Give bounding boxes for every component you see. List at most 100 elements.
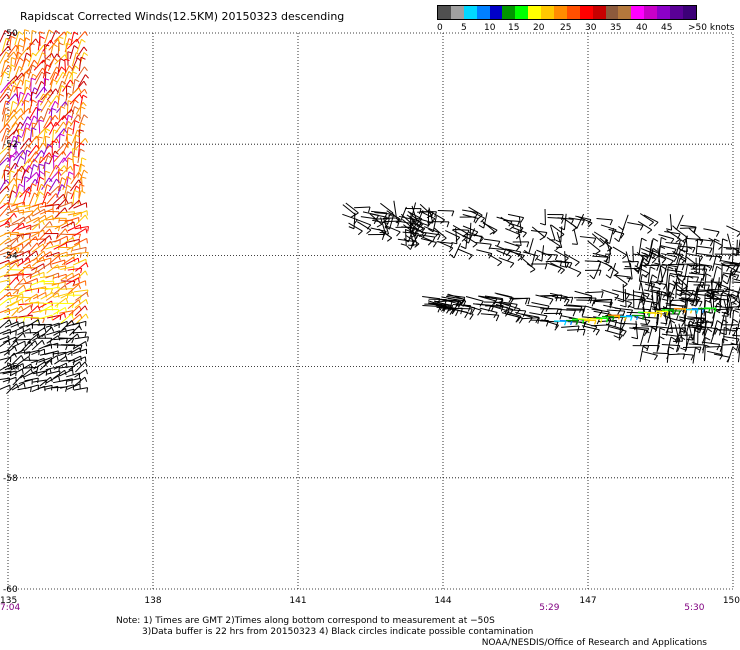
wind-barb-flag bbox=[605, 274, 611, 279]
wind-barb-flag bbox=[478, 224, 484, 229]
wind-barb-flag bbox=[7, 45, 12, 51]
wind-barb-flag bbox=[66, 184, 72, 189]
wind-barb-flag bbox=[733, 318, 739, 323]
wind-barb bbox=[549, 292, 568, 298]
wind-barb bbox=[705, 346, 722, 348]
wind-barb-flag bbox=[78, 87, 82, 93]
wind-barb-flag bbox=[713, 308, 717, 313]
wind-barb bbox=[74, 361, 86, 373]
wind-barb-flag bbox=[462, 300, 467, 307]
wind-barb bbox=[633, 308, 650, 311]
wind-barb-flag bbox=[455, 309, 459, 317]
wind-barb-flag bbox=[6, 185, 10, 191]
wind-barb-flag bbox=[451, 210, 455, 217]
legend-tick-label: >50 knots bbox=[688, 23, 735, 33]
wind-barb bbox=[2, 100, 7, 115]
wind-barb bbox=[16, 257, 30, 267]
wind-barb-flag bbox=[58, 255, 61, 261]
wind-barb bbox=[722, 291, 738, 300]
wind-barb-flag bbox=[704, 268, 708, 275]
wind-barb-flag bbox=[67, 191, 72, 195]
wind-barb bbox=[32, 208, 45, 217]
wind-barb bbox=[468, 206, 483, 216]
wind-barb-flag bbox=[10, 154, 16, 158]
wind-barb bbox=[60, 291, 74, 299]
wind-barb bbox=[49, 43, 54, 58]
wind-barb-flag bbox=[654, 326, 658, 333]
wind-barb-flag bbox=[706, 320, 712, 324]
wind-barb bbox=[600, 224, 617, 231]
wind-barb bbox=[26, 223, 40, 230]
wind-barb-flag bbox=[65, 386, 68, 392]
wind-barb bbox=[15, 178, 18, 193]
wind-barb-flag bbox=[50, 39, 54, 45]
wind-barb-flag bbox=[45, 57, 51, 61]
wind-barb bbox=[64, 92, 69, 107]
wind-barb bbox=[66, 372, 80, 378]
wind-barb-flag bbox=[727, 291, 730, 297]
wind-barb-flag bbox=[726, 299, 730, 306]
wind-barb bbox=[45, 365, 60, 371]
wind-barb bbox=[39, 93, 49, 106]
wind-barb bbox=[45, 244, 60, 250]
wind-barb-flag bbox=[731, 301, 737, 305]
wind-barb-flag bbox=[659, 336, 665, 340]
wind-barb-flag bbox=[61, 184, 66, 189]
wind-barb-flag bbox=[58, 186, 61, 191]
wind-barb bbox=[46, 88, 57, 101]
wind-barb bbox=[74, 368, 87, 378]
wind-barb-flag bbox=[601, 291, 604, 299]
wind-barb bbox=[710, 279, 714, 298]
wind-barb bbox=[594, 300, 613, 303]
wind-barb bbox=[10, 233, 25, 236]
wind-barb-flag bbox=[17, 134, 23, 139]
wind-barb bbox=[17, 215, 30, 226]
wind-barb bbox=[21, 92, 29, 106]
wind-barb bbox=[410, 234, 418, 250]
wind-barb-flag bbox=[24, 169, 30, 174]
wind-barb-flag bbox=[672, 340, 680, 343]
wind-barb bbox=[74, 226, 89, 230]
wind-barb-flag bbox=[583, 320, 588, 327]
wind-barb bbox=[0, 157, 9, 166]
wind-barb-flag bbox=[64, 207, 68, 213]
wind-barb bbox=[17, 92, 21, 107]
wind-barb-flag bbox=[80, 122, 86, 126]
wind-barb-flag bbox=[547, 255, 552, 261]
wind-barb bbox=[462, 209, 478, 214]
wind-barb bbox=[38, 357, 52, 363]
wind-barb bbox=[650, 281, 654, 300]
wind-barb bbox=[722, 264, 739, 267]
wind-barb bbox=[658, 328, 661, 345]
wind-barb bbox=[38, 314, 53, 320]
wind-barb bbox=[66, 100, 69, 115]
wind-barb bbox=[73, 341, 86, 350]
wind-barb bbox=[498, 257, 515, 264]
wind-barb bbox=[560, 226, 563, 243]
wind-barb-flag bbox=[595, 329, 600, 336]
wind-barb bbox=[0, 291, 11, 301]
wind-barb bbox=[624, 288, 627, 307]
wind-barb-flag bbox=[17, 169, 23, 172]
wind-barb-flag bbox=[13, 213, 17, 218]
wind-barb-flag bbox=[85, 228, 88, 234]
wind-barb bbox=[688, 227, 701, 239]
wind-barb bbox=[731, 248, 734, 265]
wind-barb-flag bbox=[687, 275, 694, 279]
wind-barb-flag bbox=[71, 313, 74, 319]
wind-barb bbox=[35, 81, 42, 95]
wind-barb-flag bbox=[520, 255, 525, 261]
wind-barb bbox=[24, 278, 38, 285]
wind-barb-flag bbox=[643, 298, 646, 306]
wind-barb-flag bbox=[50, 288, 54, 294]
wind-barb bbox=[32, 333, 45, 342]
wind-barb-flag bbox=[15, 141, 21, 144]
wind-barb bbox=[0, 384, 10, 390]
wind-barb-flag bbox=[679, 271, 683, 278]
wind-barb bbox=[414, 221, 422, 237]
wind-barb bbox=[33, 361, 46, 370]
wind-barb bbox=[0, 45, 9, 57]
wind-barb bbox=[6, 383, 17, 395]
wind-barb bbox=[552, 260, 569, 264]
wind-barb bbox=[696, 277, 703, 294]
